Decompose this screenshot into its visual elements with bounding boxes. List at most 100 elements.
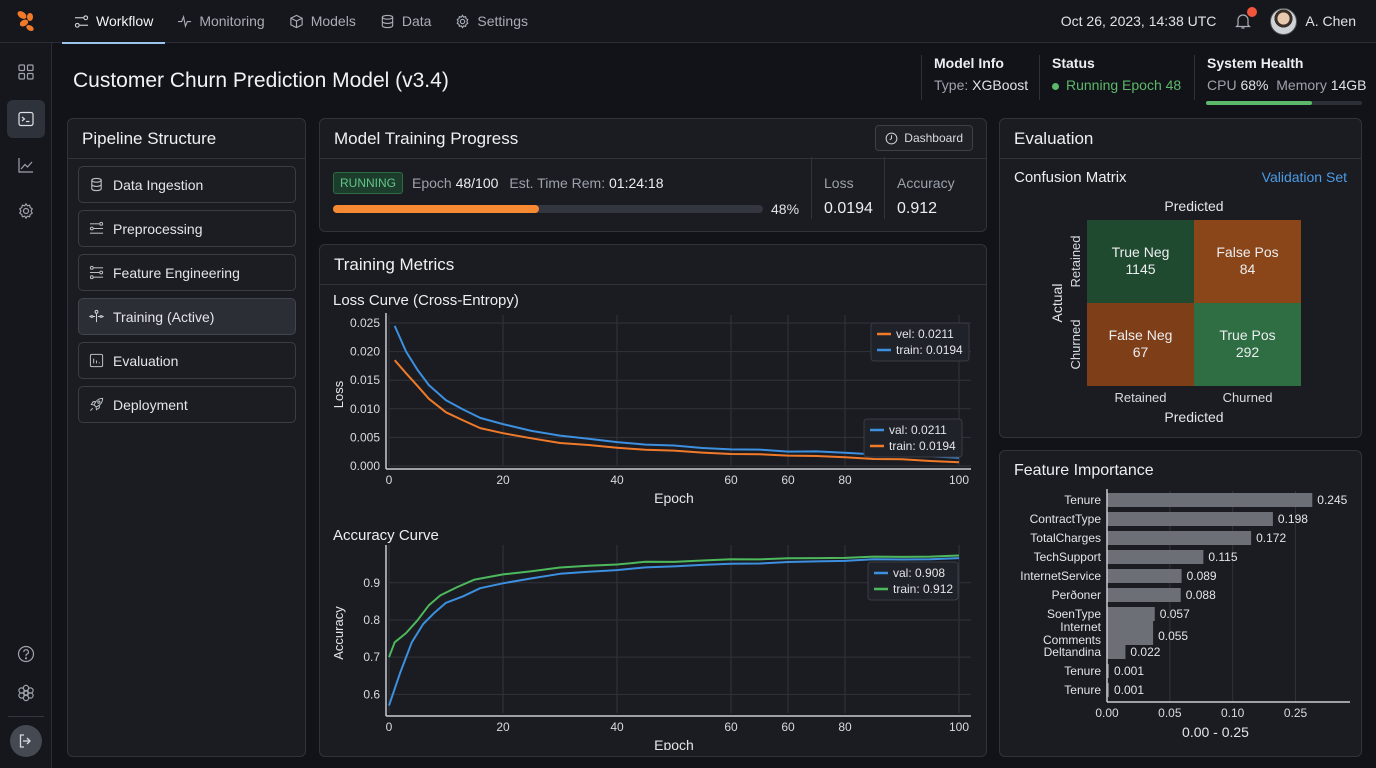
sidebar-dashboard-button[interactable] [7, 53, 45, 91]
x-tick-label: 0.05 [1158, 706, 1182, 720]
feature-value-label: 0.115 [1208, 550, 1237, 564]
nav-tab-models[interactable]: Models [277, 0, 368, 43]
pipeline-step-label: Preprocessing [113, 220, 203, 237]
pipeline-step-label: Deployment [113, 396, 188, 413]
cm-cell-value: 84 [1240, 261, 1256, 277]
training-progress-panel: Model Training Progress Dashboard RUNNIN… [319, 118, 987, 232]
nav-tab-workflow[interactable]: Workflow [62, 0, 166, 44]
feature-label: TechSupport [1034, 550, 1102, 564]
sidebar-terminal-button[interactable] [7, 100, 45, 138]
x-axis-label: Epoch [654, 490, 694, 506]
training-progress-title: Model Training Progress [320, 119, 986, 159]
cpu-label: CPU [1207, 77, 1237, 93]
training-progress-fill [333, 205, 540, 213]
feature-value-label: 0.055 [1158, 629, 1188, 643]
sidebar-help-button[interactable] [7, 635, 45, 673]
cm-actual-axis-label: Actual [1049, 284, 1065, 323]
nav-tab-settings[interactable]: Settings [443, 0, 540, 43]
pipeline-step-deployment[interactable]: Deployment [78, 386, 296, 423]
pipeline-step-training[interactable]: Training (Active) [78, 298, 296, 335]
cm-row-label: Churned [1068, 320, 1083, 370]
pipeline-step-label: Training (Active) [113, 308, 215, 325]
x-tick-label: 20 [496, 473, 510, 487]
sparkle-nodes-icon [89, 309, 104, 323]
feature-value-label: 0.022 [1130, 645, 1160, 659]
loss-chart: 0 20 40 60 60 80 100 0.000 0.005 0.010 0.015 0.020 0… [331, 313, 971, 506]
cm-cell-value: 67 [1133, 344, 1149, 360]
x-tick-label: 0.00 [1095, 706, 1119, 720]
model-info: Model Info Type: XGBoost [921, 55, 1028, 100]
feature-value-label: 0.088 [1186, 588, 1216, 602]
validation-set-link[interactable]: Validation Set [1261, 169, 1347, 185]
pipeline-step-data-ingestion[interactable]: Data Ingestion [78, 166, 296, 203]
series-line-train [388, 554, 960, 658]
pipeline-step-evaluation[interactable]: Evaluation [78, 342, 296, 379]
feature-bar [1107, 664, 1109, 678]
accuracy-label: Accuracy [897, 175, 955, 191]
legend-entry: train: 0.0194 [889, 439, 956, 453]
nav-tab-label: Settings [477, 13, 528, 29]
feature-bar [1107, 588, 1181, 602]
sidebar-logout-button[interactable] [10, 725, 42, 757]
x-tick-label: 40 [610, 720, 624, 734]
page-title: Customer Churn Prediction Model (v3.4) [73, 69, 449, 92]
feature-value-label: 0.001 [1114, 683, 1144, 697]
status-label: Status [1052, 55, 1095, 71]
x-tick-label: 20 [496, 720, 510, 734]
feature-bar [1107, 493, 1313, 507]
x-tick-label: 0 [386, 720, 393, 734]
sliders-icon [89, 221, 104, 234]
dashboard-button-label: Dashboard [904, 131, 963, 145]
feature-label: Tenure [1064, 493, 1101, 507]
user-menu[interactable]: A. Chen [1270, 7, 1356, 35]
cm-col-label: Retained [1114, 390, 1166, 405]
pipeline-step-feature-engineering[interactable]: Feature Engineering [78, 254, 296, 291]
dashboard-button[interactable]: Dashboard [875, 125, 973, 151]
pulse-icon [178, 14, 192, 28]
nav-tab-monitoring[interactable]: Monitoring [165, 0, 276, 43]
feature-bar [1107, 569, 1182, 583]
cube-icon [290, 14, 303, 28]
loss-value: 0.0194 [824, 200, 873, 217]
progress-percent: 48% [771, 201, 800, 217]
rocket-icon [90, 397, 104, 411]
training-progress-bar [333, 205, 763, 213]
user-name: A. Chen [1305, 13, 1356, 29]
cm-top-axis-label: Predicted [1164, 198, 1223, 214]
cpu-usage-fill [1206, 101, 1313, 105]
eta-value: 01:24:18 [609, 175, 664, 191]
nav-tab-label: Workflow [96, 13, 154, 29]
feature-label: Internet [1060, 620, 1101, 634]
y-tick-label: 0.7 [363, 650, 380, 664]
feature-bar [1107, 683, 1109, 697]
y-tick-label: 0.010 [350, 402, 380, 416]
sidebar-preferences-button[interactable] [7, 674, 45, 712]
feature-bar [1107, 512, 1273, 526]
app-logo[interactable] [0, 0, 52, 43]
legend-entry: train: 0.0194 [896, 343, 963, 357]
pipeline-step-preprocessing[interactable]: Preprocessing [78, 210, 296, 247]
legend-entry: train: 0.912 [893, 582, 953, 596]
sidebar-settings-button[interactable] [7, 192, 45, 230]
cm-bottom-axis-label: Predicted [1164, 409, 1223, 425]
legend-entry: val: 0.908 [893, 566, 945, 580]
cm-cell [1087, 303, 1194, 386]
x-tick-label: 40 [610, 473, 624, 487]
cm-col-label: Churned [1223, 390, 1273, 405]
feature-label: TotalCharges [1030, 531, 1101, 545]
x-tick-label: 80 [838, 473, 852, 487]
nav-tab-data[interactable]: Data [368, 0, 444, 43]
cm-cell [1087, 220, 1194, 303]
cm-cell [1194, 303, 1301, 386]
y-tick-label: 0.020 [350, 345, 380, 359]
datetime: Oct 26, 2023, 14:38 UTC [1060, 13, 1217, 29]
accuracy-metric: Accuracy 0.912 [884, 157, 955, 219]
sidebar-analytics-button[interactable] [7, 146, 45, 184]
status-info: Status Running Epoch 48 [1039, 55, 1181, 100]
notifications-button[interactable] [1234, 7, 1258, 30]
database-icon [381, 14, 394, 28]
y-tick-label: 0.015 [350, 373, 380, 387]
evaluation-panel: Evaluation Confusion Matrix Validation S… [999, 118, 1362, 438]
cm-cell [1194, 220, 1301, 303]
